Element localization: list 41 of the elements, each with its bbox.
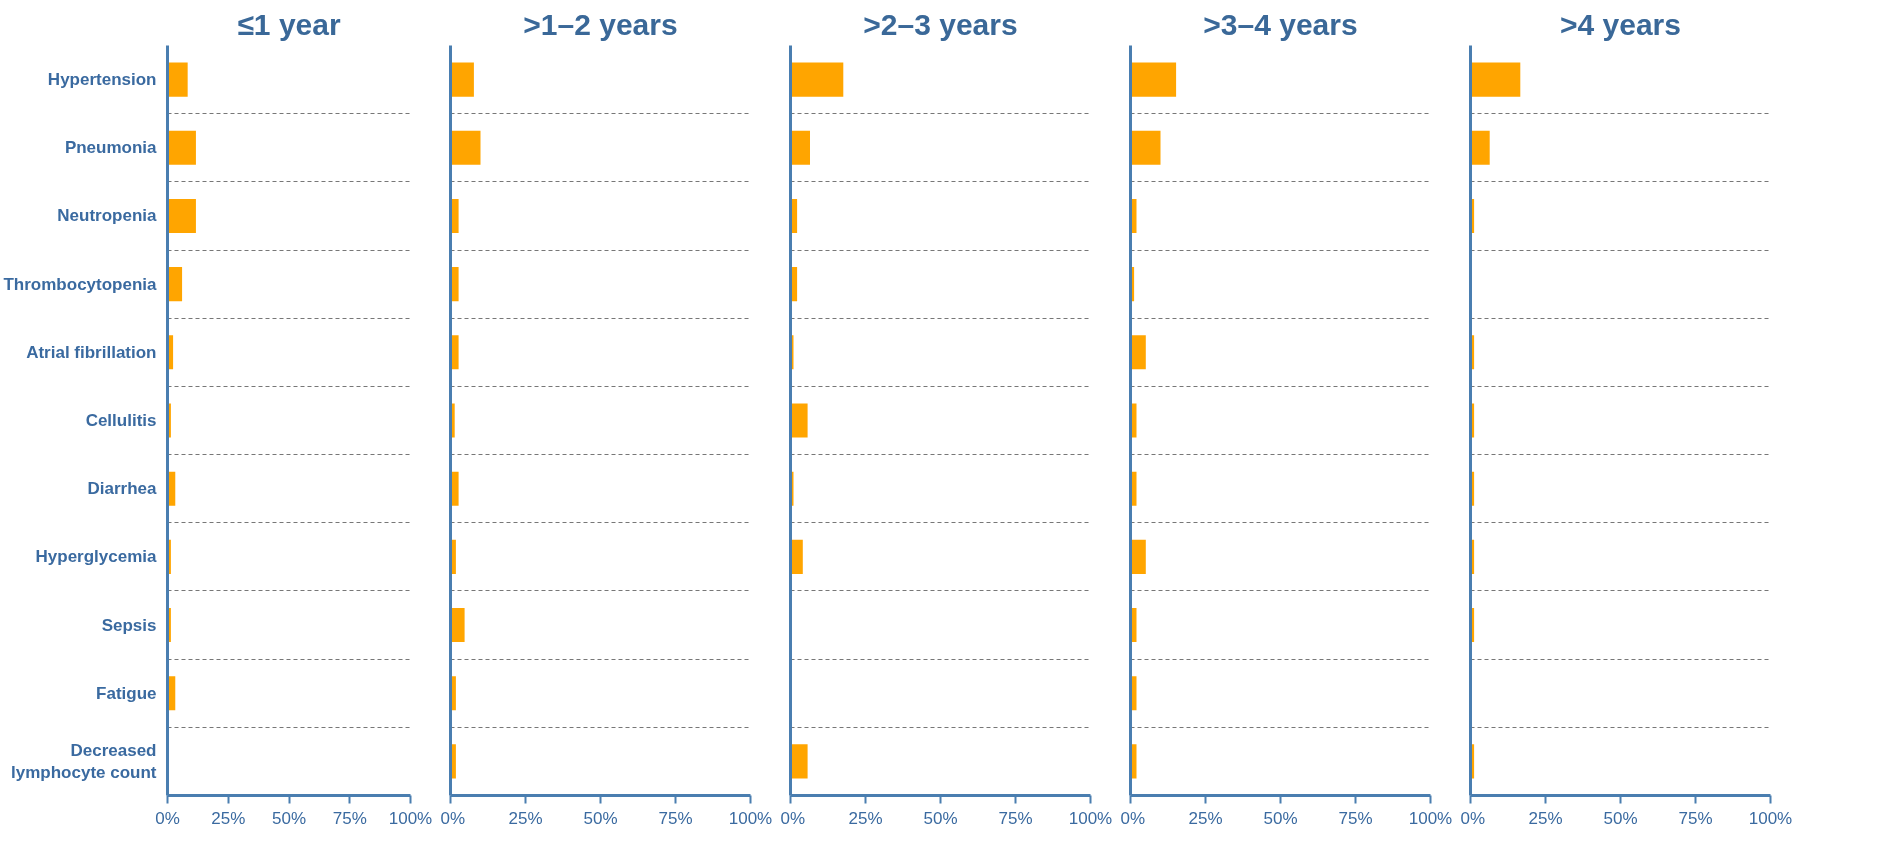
y-tick-label: Pneumonia [64,138,158,158]
x-tick-label: 50% [1603,808,1638,828]
x-tick-label: 75% [332,808,367,828]
x-tick-label: 25% [848,808,883,828]
x-tick-label: 25% [508,808,543,828]
x-tick-label: 75% [1338,808,1373,828]
x-tick-label: 100% [1068,808,1113,828]
x-tick-label: 75% [998,808,1033,828]
chart-title: >3–4 years [1203,7,1358,41]
y-tick-label: Hypertension [47,70,157,90]
x-tick-label: 0% [1460,808,1486,828]
chart-title: >4 years [1560,7,1681,41]
x-tick-label: 100% [388,808,433,828]
y-tick-label: Thrombocytopenia [3,274,158,294]
x-tick-label: 100% [1748,808,1793,828]
y-tick-label: Neutropenia [57,206,158,226]
x-tick-label: 100% [1408,808,1453,828]
x-tick-label: 100% [728,808,773,828]
y-tick-label: Fatigue [96,683,157,703]
x-tick-label: 75% [658,808,693,828]
x-tick-label: 0% [155,808,180,828]
x-tick-label: 25% [1528,808,1563,828]
x-tick-label: 75% [1678,808,1713,828]
x-tick-label: 50% [271,808,307,828]
x-tick-label: 25% [1188,808,1223,828]
y-tick-label: Hyperglycemia [35,547,158,567]
x-tick-label: 50% [1263,808,1298,828]
chart-title: >2–3 years [863,7,1018,41]
y-tick-label: Sepsis [101,615,157,635]
x-tick-label: 0% [440,808,466,828]
x-tick-label: 0% [780,808,806,828]
x-tick-label: 50% [583,808,618,828]
y-tick-label: Diarrhea [87,479,158,499]
y-tick-label: Decreased lymphocyte count [11,740,157,783]
chart-title: >1–2 years [523,7,678,41]
x-tick-label: 25% [211,808,246,828]
y-tick-label: Cellulitis [85,411,157,430]
x-tick-label: 0% [1120,808,1146,828]
y-tick-label: Atrial fibrillation [26,342,157,362]
x-tick-label: 50% [923,808,958,828]
chart-title: ≤1 year [237,7,341,41]
